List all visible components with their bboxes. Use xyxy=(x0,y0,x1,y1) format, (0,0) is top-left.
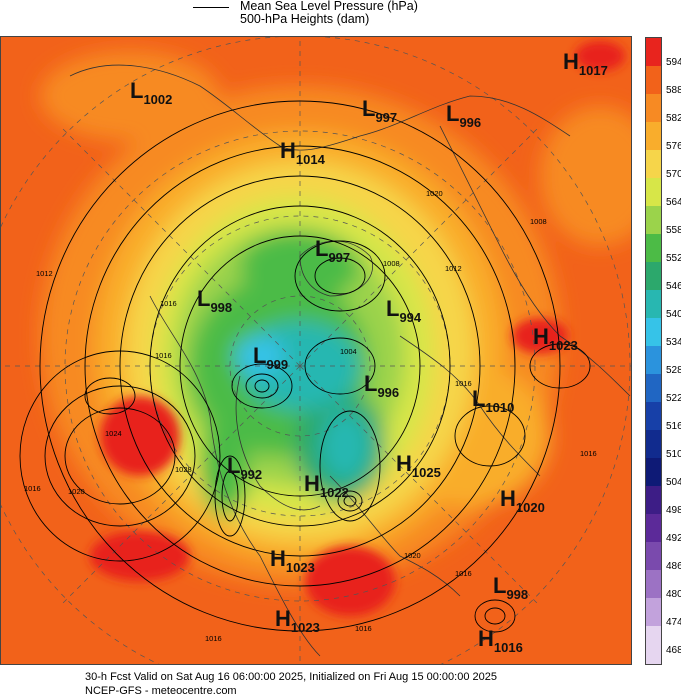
colorbar-label: 552 xyxy=(666,253,681,264)
colorbar-label: 480 xyxy=(666,589,681,600)
isobar-label: 1016 xyxy=(455,379,472,388)
low-pressure-center: L997 xyxy=(315,236,350,265)
isobar-label: 1012 xyxy=(445,264,462,273)
forecast-validity-text: 30-h Fcst Valid on Sat Aug 16 06:00:00 2… xyxy=(85,671,497,683)
low-pressure-center: L994 xyxy=(386,296,422,325)
isobar-label: 1020 xyxy=(404,551,421,560)
colorbar-swatch xyxy=(646,206,661,234)
weather-map: 1012 1016 1024 1020 1028 1016 1020 1008 … xyxy=(0,36,632,665)
colorbar-label: 582 xyxy=(666,113,681,124)
colorbar-swatch xyxy=(646,374,661,402)
colorbar-label: 528 xyxy=(666,365,681,376)
colorbar-swatch xyxy=(646,486,661,514)
colorbar-label: 498 xyxy=(666,505,681,516)
model-source-text: NCEP-GFS - meteocentre.com xyxy=(85,685,237,697)
colorbar-swatch xyxy=(646,402,661,430)
isobar-label: 1016 xyxy=(160,299,177,308)
low-pressure-center: L996 xyxy=(364,371,399,400)
map-legend: Mean Sea Level Pressure (hPa) 500-hPa He… xyxy=(0,0,681,34)
colorbar-label: 594 xyxy=(666,57,681,68)
isobar-label: 1028 xyxy=(175,465,192,474)
warm-highs xyxy=(90,41,625,616)
high-pressure-center: H1020 xyxy=(500,486,545,515)
isobar-label: 1016 xyxy=(355,624,372,633)
forecast-footer: 30-h Fcst Valid on Sat Aug 16 06:00:00 2… xyxy=(0,667,681,700)
colorbar-label: 570 xyxy=(666,169,681,180)
colorbar-swatch xyxy=(646,262,661,290)
colorbar-label: 540 xyxy=(666,309,681,320)
colorbar-swatch xyxy=(646,542,661,570)
high-pressure-center: H1023 xyxy=(270,546,315,575)
colorbar-swatch xyxy=(646,430,661,458)
pressure-systems: H1017 L1002 L997 L996 H1014 L997 L998 L9… xyxy=(130,49,608,655)
colorbar-label: 516 xyxy=(666,421,681,432)
colorbar-label: 468 xyxy=(666,645,681,656)
colorbar-swatch xyxy=(646,514,661,542)
colorbar-swatch xyxy=(646,234,661,262)
isobar-label: 1016 xyxy=(205,634,222,643)
colorbar-label: 564 xyxy=(666,197,681,208)
low-pressure-center: L999 xyxy=(253,343,288,372)
colorbar-swatch xyxy=(646,458,661,486)
map-frame xyxy=(0,36,632,665)
colorbar-label: 474 xyxy=(666,617,681,628)
isobar-label: 1008 xyxy=(383,259,400,268)
colorbar-swatch xyxy=(646,178,661,206)
colorbar-label: 588 xyxy=(666,85,681,96)
colorbar-label: 558 xyxy=(666,225,681,236)
colorbar-swatch xyxy=(646,66,661,94)
isobar-label: 1020 xyxy=(68,487,85,496)
colorbar-label: 534 xyxy=(666,337,681,348)
colorbar-swatch xyxy=(646,150,661,178)
high-pressure-center: H1023 xyxy=(533,324,578,353)
isobar-label: 1004 xyxy=(340,347,357,356)
low-pressure-center: L992 xyxy=(227,453,262,482)
low-pressure-center: L1010 xyxy=(472,386,514,415)
colorbar-label: 522 xyxy=(666,393,681,404)
isobar-label: 1008 xyxy=(530,217,547,226)
colorbar-label: 546 xyxy=(666,281,681,292)
isobar-label: 1020 xyxy=(426,189,443,198)
height-colorbar xyxy=(645,37,662,665)
colorbar-swatch xyxy=(646,570,661,598)
colorbar-swatch xyxy=(646,38,661,66)
isobar-labels: 1012 1016 1024 1020 1028 1016 1020 1008 … xyxy=(24,189,597,643)
isobar-label: 1016 xyxy=(155,351,172,360)
high-pressure-center: H1016 xyxy=(478,626,523,655)
isobar-label: 1016 xyxy=(24,484,41,493)
colorbar-swatch xyxy=(646,94,661,122)
legend-heights-label: 500-hPa Heights (dam) xyxy=(240,12,370,26)
high-pressure-center: H1014 xyxy=(280,138,326,167)
high-pressure-center: H1017 xyxy=(563,49,608,78)
high-pressure-center: H1023 xyxy=(275,606,320,635)
low-pressure-center: L998 xyxy=(493,573,528,602)
low-pressure-center: L996 xyxy=(446,101,481,130)
isobar-label: 1012 xyxy=(36,269,53,278)
isobar-label: 1024 xyxy=(105,429,122,438)
low-pressure-center: L997 xyxy=(362,96,397,125)
legend-mslp-label: Mean Sea Level Pressure (hPa) xyxy=(240,0,418,13)
colorbar-label: 504 xyxy=(666,477,681,488)
isobar-label: 1016 xyxy=(455,569,472,578)
colorbar-label: 486 xyxy=(666,561,681,572)
low-pressure-center: L1002 xyxy=(130,78,172,107)
colorbar-swatch xyxy=(646,346,661,374)
high-pressure-center: H1025 xyxy=(396,451,441,480)
isobar-label: 1016 xyxy=(580,449,597,458)
low-pressure-center: L998 xyxy=(197,286,232,315)
high-pressure-center: H1022 xyxy=(304,471,349,500)
colorbar-swatch xyxy=(646,290,661,318)
colorbar-swatch xyxy=(646,318,661,346)
colorbar-label: 510 xyxy=(666,449,681,460)
colorbar-swatch xyxy=(646,598,661,626)
isobar-legend-line xyxy=(193,7,229,8)
isobars xyxy=(19,100,591,633)
colorbar-swatch xyxy=(646,122,661,150)
colorbar-swatch xyxy=(646,626,661,664)
colorbar-label: 576 xyxy=(666,141,681,152)
coastlines xyxy=(69,64,631,657)
colorbar-label: 492 xyxy=(666,533,681,544)
